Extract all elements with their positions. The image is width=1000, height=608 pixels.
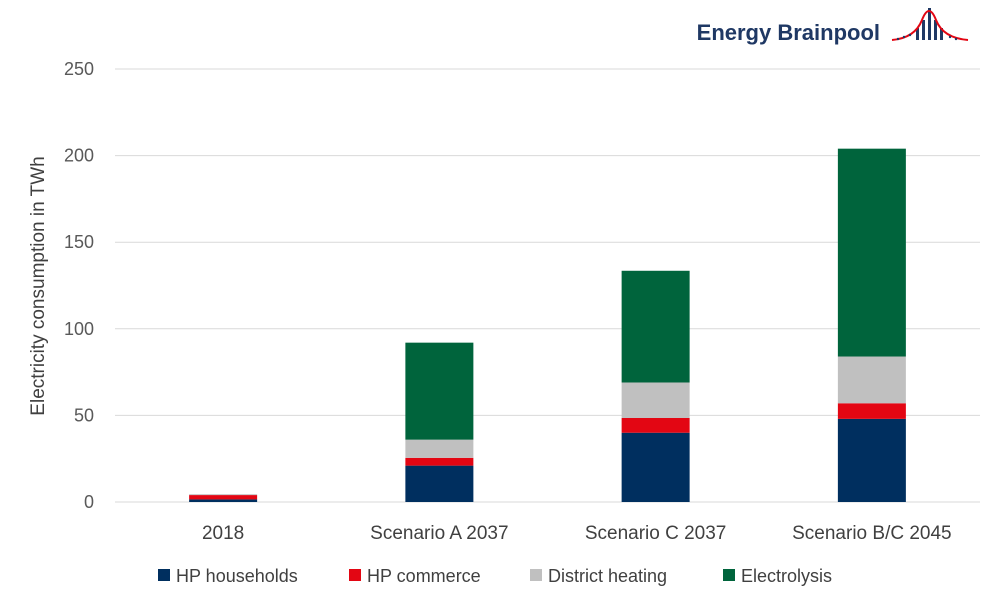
y-tick-label: 200 (64, 146, 94, 166)
bar-segment (405, 465, 474, 502)
bar-segment (189, 494, 258, 496)
legend-label: HP commerce (367, 566, 481, 586)
bar-segment (837, 148, 906, 357)
bar-segment (837, 403, 906, 419)
bar-segment (405, 342, 474, 440)
bar-segment (405, 439, 474, 458)
bar-segment (621, 417, 690, 433)
y-tick-label: 150 (64, 232, 94, 252)
legend-label: HP households (176, 566, 298, 586)
bar-segment (189, 499, 258, 502)
gridlines (115, 68, 980, 503)
bar-segment (837, 356, 906, 404)
bar-segment (621, 270, 690, 383)
brand-name: Energy Brainpool (697, 20, 880, 45)
y-axis-ticks: 0 50 100 150 200 250 (64, 59, 94, 512)
x-axis-categories: 2018 Scenario A 2037 Scenario C 2037 Scenar… (202, 523, 952, 544)
y-tick-label: 0 (84, 492, 94, 512)
legend-label: District heating (548, 566, 667, 586)
legend-swatch (723, 569, 735, 581)
x-category-label: Scenario A 2037 (370, 523, 508, 544)
x-category-label: 2018 (202, 523, 244, 544)
y-tick-label: 250 (64, 59, 94, 79)
legend-label: Electrolysis (741, 566, 832, 586)
bars (189, 148, 906, 502)
brand-logo: Energy Brainpool (697, 8, 969, 45)
bell-curve-bars-logo-icon (891, 8, 969, 41)
bar-segment (837, 418, 906, 502)
x-category-label: Scenario C 2037 (585, 523, 727, 544)
legend-swatch (158, 569, 170, 581)
bar-segment (189, 495, 258, 500)
y-axis-title: Electricity consumption in TWh (28, 156, 49, 415)
legend: HP households HP commerce District heating… (158, 566, 832, 586)
y-tick-label: 100 (64, 319, 94, 339)
bar-segment (405, 457, 474, 466)
bar-segment (621, 432, 690, 502)
bar-segment (621, 382, 690, 418)
x-category-label: Scenario B/C 2045 (792, 523, 952, 544)
legend-swatch (349, 569, 361, 581)
y-tick-label: 50 (74, 405, 94, 425)
legend-swatch (530, 569, 542, 581)
